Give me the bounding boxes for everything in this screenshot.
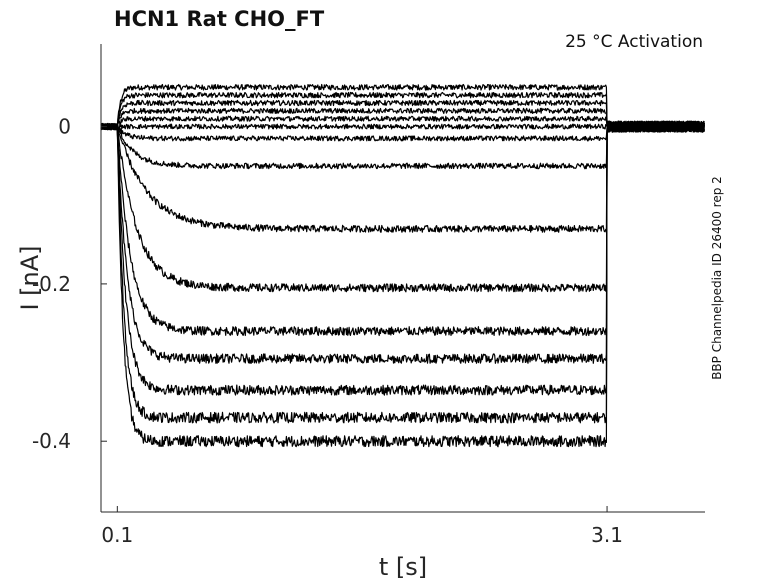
x-axis-label: t [s] [379, 553, 427, 581]
trace-8 [100, 120, 705, 170]
trace-1 [100, 83, 705, 133]
y-axis-label: I [nA] [16, 245, 44, 310]
trace-4 [100, 107, 705, 133]
trace-7 [100, 120, 705, 142]
chart-annotation: 25 °C Activation [565, 32, 703, 52]
trace-15 [100, 120, 705, 448]
trace-10 [100, 120, 705, 293]
trace-2 [100, 91, 705, 133]
trace-5 [100, 115, 705, 133]
x-ticks: 0.1 3.1 [101, 506, 623, 547]
y-ticks: 0 -0.2 -0.4 [32, 115, 107, 453]
y-tick-label: 0 [58, 115, 71, 139]
trace-9 [100, 120, 705, 233]
x-tick-label: 3.1 [591, 523, 623, 547]
side-label: BBP Channelpedia ID 26400 rep 2 [710, 176, 724, 380]
trace-6 [100, 120, 705, 133]
trace-13 [100, 120, 705, 396]
trace-11 [100, 120, 705, 337]
trace-12 [100, 120, 705, 364]
chart-title: HCN1 Rat CHO_FT [114, 7, 325, 31]
trace-3 [100, 99, 705, 133]
x-tick-label: 0.1 [101, 523, 133, 547]
trace-14 [100, 120, 705, 424]
y-tick-label: -0.4 [32, 429, 71, 453]
trace-group [100, 83, 705, 448]
y-tick-label: -0.2 [32, 272, 71, 296]
